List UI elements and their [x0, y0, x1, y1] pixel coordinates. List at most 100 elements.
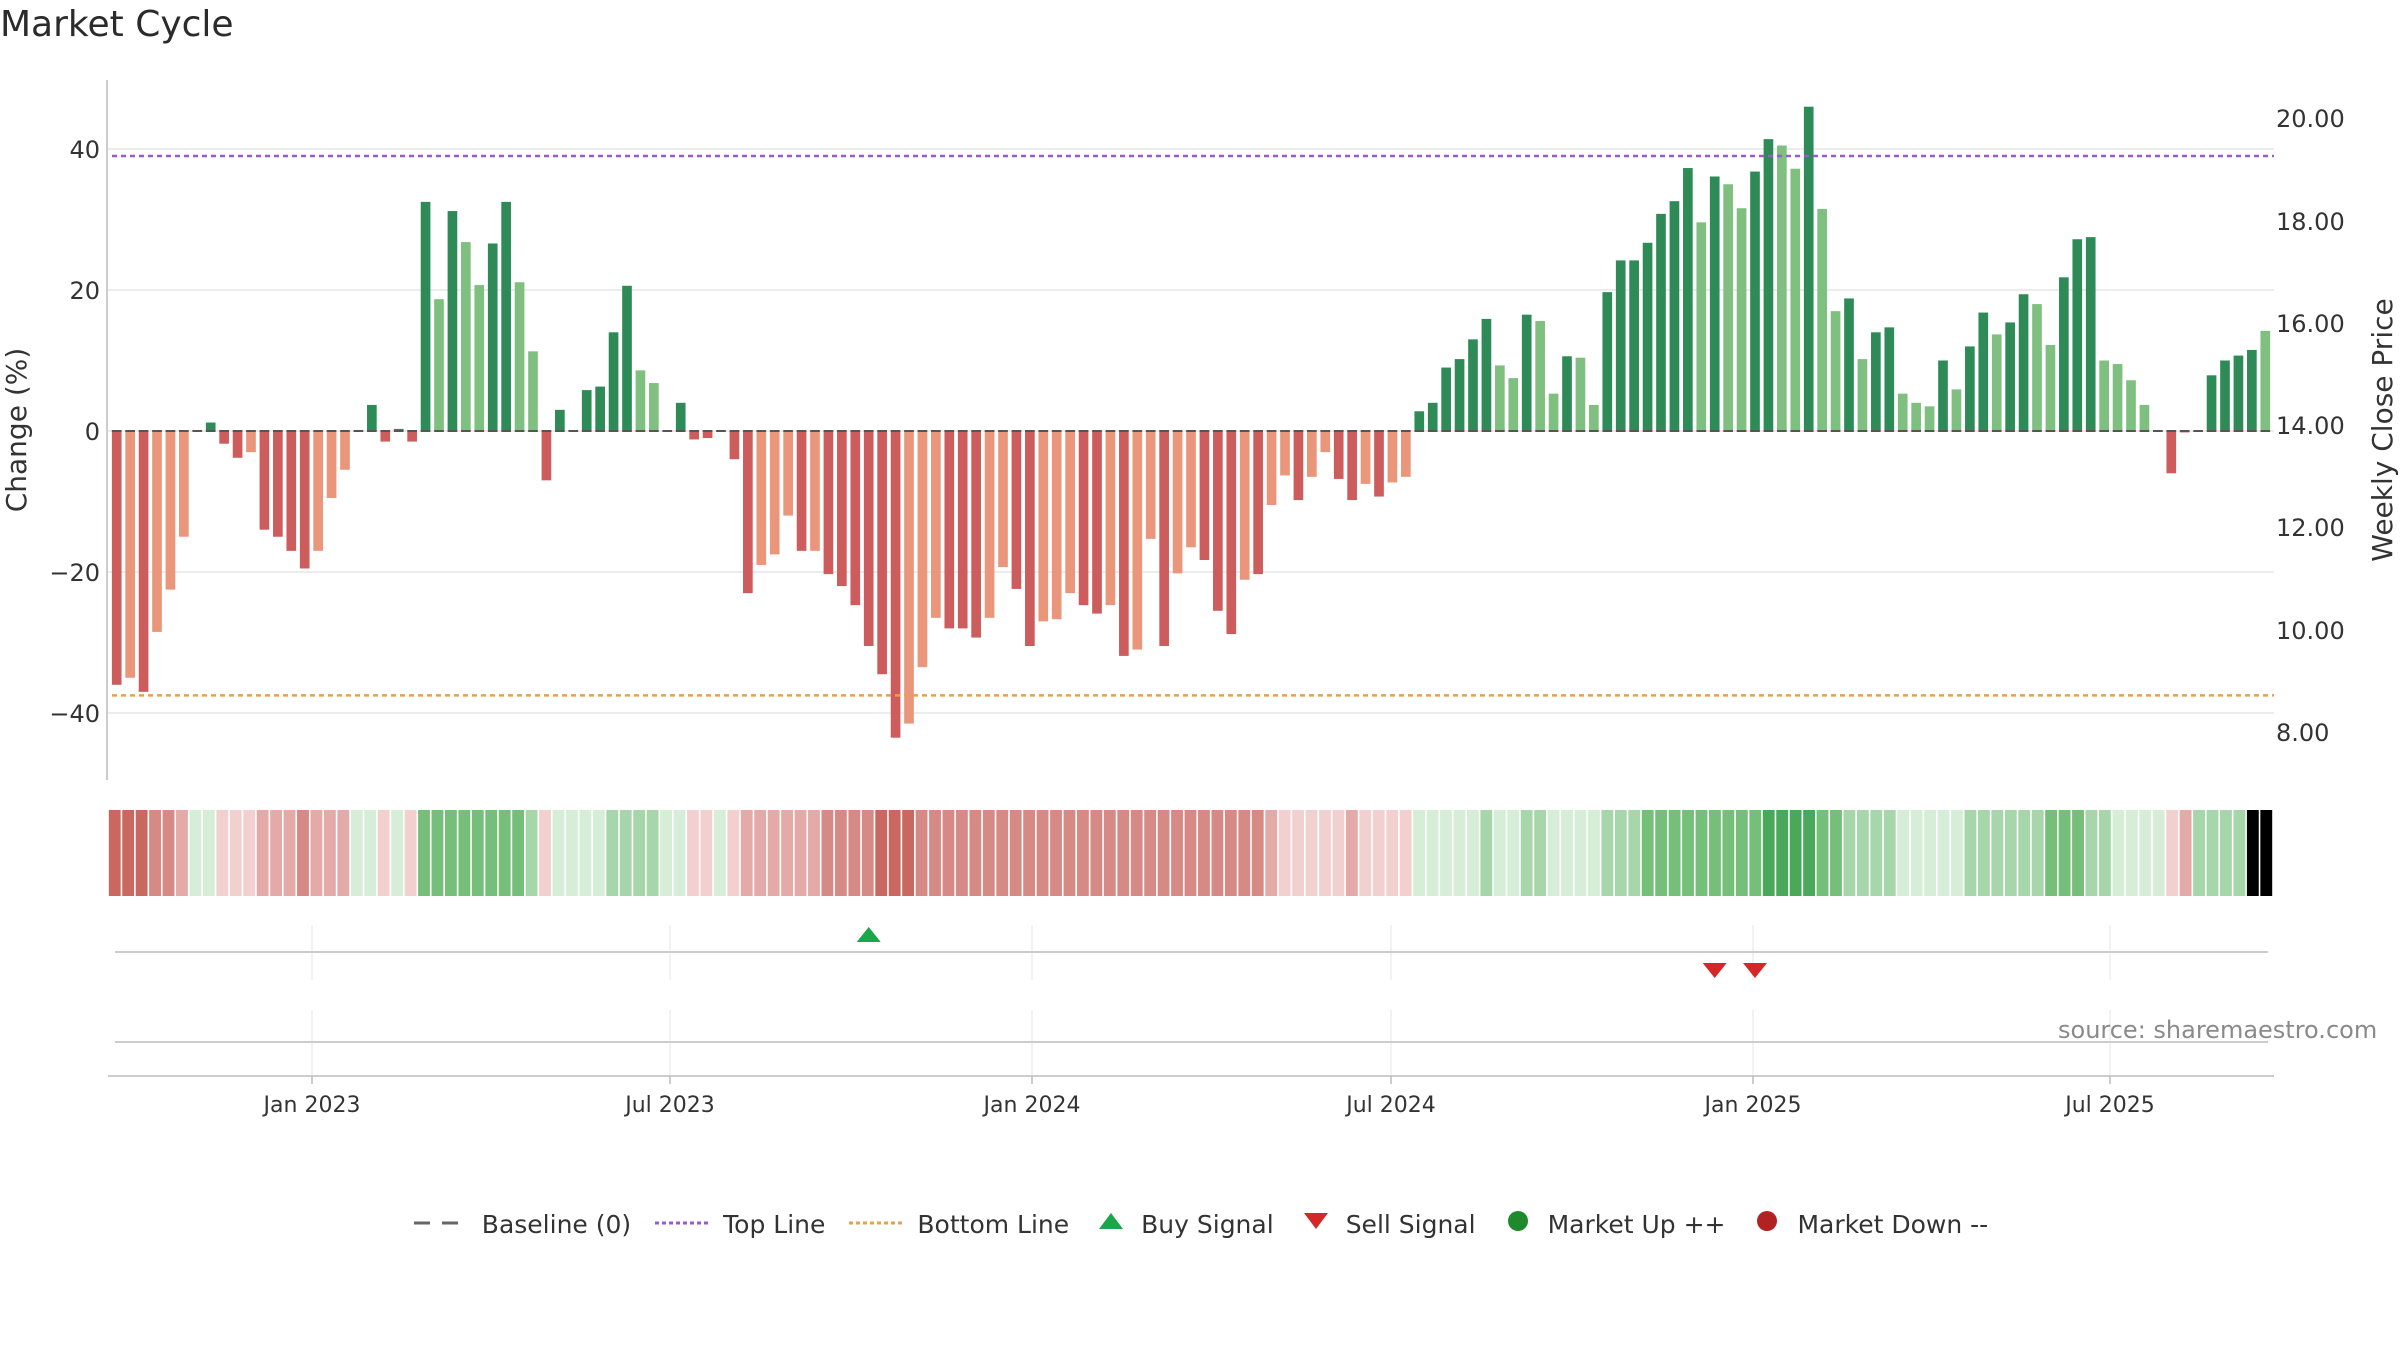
bar: [2139, 404, 2150, 431]
legend-item: Bottom Line: [847, 1210, 1069, 1239]
heat-cell: [2125, 810, 2138, 896]
bar: [2112, 364, 2123, 431]
bar: [1817, 208, 1827, 431]
heat-cell: [767, 810, 780, 896]
bar: [1360, 431, 1371, 484]
bar: [447, 211, 458, 431]
bar: [1736, 208, 1747, 431]
bar: [1132, 431, 1143, 650]
bar: [1548, 393, 1559, 431]
heat-cell: [552, 810, 565, 896]
y-tick-label: 20: [69, 277, 100, 305]
heat-cell: [1386, 810, 1399, 896]
bar: [1374, 431, 1384, 497]
bar: [1347, 431, 1357, 501]
heat-cell: [1655, 810, 1668, 896]
heat-cell: [1507, 810, 1520, 896]
bar: [743, 431, 753, 594]
legend-label: Baseline (0): [481, 1209, 632, 1239]
heat-cell: [2098, 810, 2111, 896]
heat-cell: [1789, 810, 1802, 896]
bar: [581, 390, 592, 431]
green-dot-icon: [1498, 1209, 1538, 1239]
bar: [2126, 380, 2136, 431]
bar: [608, 332, 619, 431]
bar: [326, 431, 337, 498]
bar: [1119, 431, 1129, 656]
bar: [702, 431, 713, 439]
y2-axis-label: Weekly Close Price: [2366, 298, 2399, 561]
heat-cell: [2193, 810, 2205, 896]
heat-cell: [162, 810, 175, 896]
y-tick-label: −40: [49, 700, 100, 728]
heat-cell: [216, 810, 229, 896]
heat-cell: [404, 810, 417, 896]
x-axis-ticks: Jan 2023 Jul 2023 Jan 2024 Jul 2024 Jan 2025…: [262, 1076, 2155, 1118]
bar: [514, 282, 525, 431]
bar: [541, 431, 552, 481]
heat-cell: [364, 810, 377, 896]
heat-cell: [418, 810, 430, 896]
bar: [1508, 378, 1519, 431]
heatmap-strip: [108, 810, 2273, 896]
bar: [407, 431, 417, 442]
heat-cell: [673, 810, 686, 896]
heat-cell: [1480, 810, 1493, 896]
chart-title: Market Cycle: [0, 4, 234, 45]
bar: [1535, 321, 1545, 431]
heat-cell: [1856, 810, 1869, 896]
heat-cell: [1184, 810, 1197, 896]
heat-cell: [955, 810, 968, 896]
x-tick-label: Jul 2025: [2063, 1093, 2155, 1118]
bar: [1521, 314, 1532, 431]
heat-cell: [1157, 810, 1170, 896]
heat-cell: [902, 810, 915, 896]
bar: [2032, 304, 2042, 431]
heat-cell: [1117, 810, 1130, 896]
y-axis-label: Change (%): [0, 348, 33, 513]
triangle-down-icon: [1296, 1209, 1336, 1239]
legend-item: Sell Signal: [1296, 1209, 1476, 1239]
bar: [1186, 431, 1196, 548]
heat-cell: [660, 810, 672, 896]
bar: [2099, 360, 2109, 431]
bar: [2045, 344, 2056, 431]
heat-cell: [633, 810, 646, 896]
heat-cell: [1830, 810, 1842, 896]
heat-cell: [1171, 810, 1183, 896]
legend-label: Market Down --: [1797, 1209, 1989, 1239]
heat-cell: [431, 810, 444, 896]
heat-cell: [2004, 810, 2017, 896]
heat-cell: [1520, 810, 1533, 896]
bar: [1226, 431, 1237, 635]
heat-cell: [2112, 810, 2125, 896]
dotted-purple-line-icon: [653, 1210, 713, 1239]
bar: [1159, 431, 1169, 647]
bar: [1092, 431, 1102, 614]
bar: [1427, 402, 1438, 431]
heat-cell: [1359, 810, 1372, 896]
heat-cell: [485, 810, 498, 896]
bar: [179, 431, 189, 537]
heat-cell: [1574, 810, 1587, 896]
bar: [219, 431, 229, 444]
heat-cell: [2058, 810, 2071, 896]
axis-layer: 40 20 0 −20 −40 20.00 18.00 16.00 14.00 12.00 10.0…: [49, 80, 2345, 780]
bar: [474, 285, 485, 431]
legend-item: Market Up ++: [1498, 1209, 1725, 1239]
bar: [1038, 431, 1049, 622]
bar: [1401, 431, 1411, 477]
heat-cell: [189, 810, 202, 896]
heat-cell: [1682, 810, 1694, 896]
bar: [1078, 431, 1089, 606]
heat-cell: [1413, 810, 1426, 896]
bar: [232, 431, 243, 458]
dotted-orange-line-icon: [847, 1210, 907, 1239]
heat-cell: [875, 810, 888, 896]
bar: [1615, 260, 1626, 431]
heat-cell: [740, 810, 753, 896]
heat-cell: [1601, 810, 1614, 896]
bar: [286, 431, 297, 551]
bar: [1145, 431, 1156, 539]
heat-cell: [2166, 810, 2179, 896]
